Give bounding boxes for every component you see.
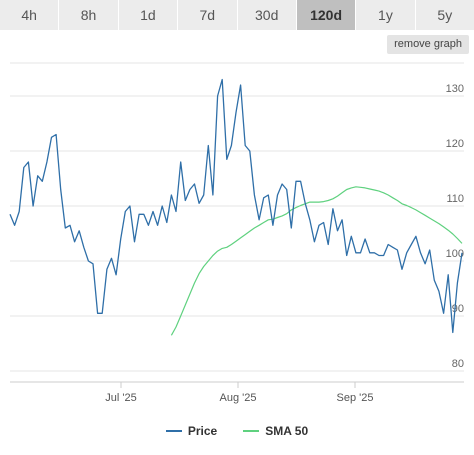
chart-legend: Price SMA 50 — [0, 423, 474, 439]
y-tick-label: 120 — [446, 138, 464, 150]
legend-swatch — [243, 430, 260, 432]
y-tick-label: 100 — [446, 248, 464, 260]
legend-label: Price — [187, 424, 218, 438]
price-line — [9, 78, 463, 334]
tab-5y[interactable]: 5y — [415, 0, 474, 30]
x-tick-label: Jul '25 — [105, 392, 136, 404]
y-tick-label: 110 — [446, 193, 464, 205]
tab-120d[interactable]: 120d — [296, 0, 357, 30]
sma50-line — [170, 186, 463, 336]
y-tick-label: 90 — [452, 303, 464, 315]
timeframe-tabs: 4h 8h 1d 7d 30d 120d 1y 5y — [0, 0, 474, 30]
remove-graph-button[interactable]: remove graph — [387, 35, 469, 54]
tab-4h[interactable]: 4h — [0, 0, 60, 30]
price-chart: 80 90 100 110 120 130 Jul '25 Aug '25 Sep '25 — [9, 62, 464, 404]
legend-swatch — [165, 430, 182, 432]
x-tick-label: Aug '25 — [220, 392, 257, 404]
tab-1y[interactable]: 1y — [356, 0, 416, 30]
legend-item-price[interactable]: Price — [165, 423, 218, 439]
y-tick-label: 130 — [446, 83, 464, 95]
tab-1d[interactable]: 1d — [118, 0, 179, 30]
tab-8h[interactable]: 8h — [59, 0, 119, 30]
y-tick-label: 80 — [452, 358, 464, 370]
tab-7d[interactable]: 7d — [178, 0, 238, 30]
legend-item-sma50[interactable]: SMA 50 — [243, 423, 308, 439]
tab-30d[interactable]: 30d — [237, 0, 297, 30]
legend-label: SMA 50 — [265, 424, 309, 438]
x-tick-label: Sep '25 — [337, 392, 374, 404]
